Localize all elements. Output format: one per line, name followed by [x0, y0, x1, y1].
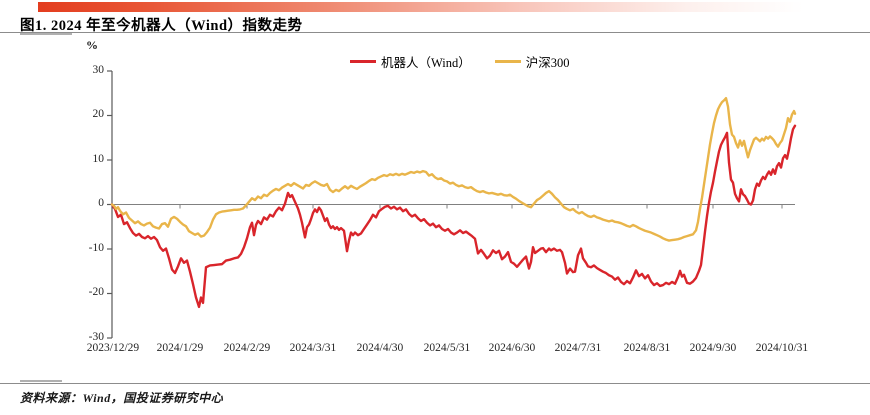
y-axis-unit-label: % — [86, 38, 98, 52]
title-divider-line — [0, 32, 870, 33]
x-axis-tick-label: 2024/5/31 — [423, 342, 471, 354]
y-axis-tick-label: -10 — [88, 241, 104, 254]
x-axis-tick-label: 2024/1/29 — [156, 342, 204, 354]
footer-divider-accent — [20, 380, 62, 382]
x-axis-tick-label: 2024/7/31 — [554, 342, 602, 354]
x-axis-tick-label: 2023/12/29 — [86, 342, 140, 354]
data-source-note: 资料来源：Wind，国投证券研究中心 — [20, 391, 224, 405]
footer-divider-line — [0, 383, 870, 384]
y-axis-tick-label: -20 — [88, 286, 104, 298]
legend-swatch-csi300 — [494, 60, 521, 63]
x-axis-tick-label: 2024/8/31 — [623, 342, 671, 354]
csi300-line — [110, 96, 797, 242]
y-axis-tick-label: 20 — [92, 108, 105, 120]
y-axis-tick-label: 0 — [98, 197, 104, 209]
y-axis-tick-label: -30 — [88, 330, 104, 343]
chart-legend: 机器人（Wind） 沪深300 — [350, 52, 570, 71]
top-gradient-bar — [38, 2, 870, 12]
title-divider-accent — [20, 33, 72, 35]
figure-title: 图1. 2024 年至今机器人（Wind）指数走势 — [20, 14, 303, 35]
x-axis-tick-label: 2024/6/30 — [488, 342, 536, 354]
legend-label-csi300: 沪深300 — [525, 56, 570, 70]
x-axis-tick-label: 2024/3/31 — [289, 342, 337, 354]
legend-swatch-robot-wind — [350, 60, 376, 63]
x-axis-tick-label: 2024/4/30 — [356, 342, 404, 354]
x-axis-tick-label: 2024/10/31 — [755, 342, 809, 354]
figure-label: 图1. — [20, 18, 47, 34]
legend-label-robot-wind: 机器人（Wind） — [381, 56, 471, 70]
robot-wind-line — [110, 124, 797, 309]
y-axis-tick-label: 10 — [92, 152, 105, 165]
y-axis-tick-label: 30 — [92, 63, 105, 76]
x-axis-tick-label: 2024/9/30 — [689, 342, 737, 354]
x-axis-tick-label: 2024/2/29 — [223, 342, 271, 354]
figure-title-text: 2024 年至今机器人（Wind）指数走势 — [46, 18, 303, 34]
